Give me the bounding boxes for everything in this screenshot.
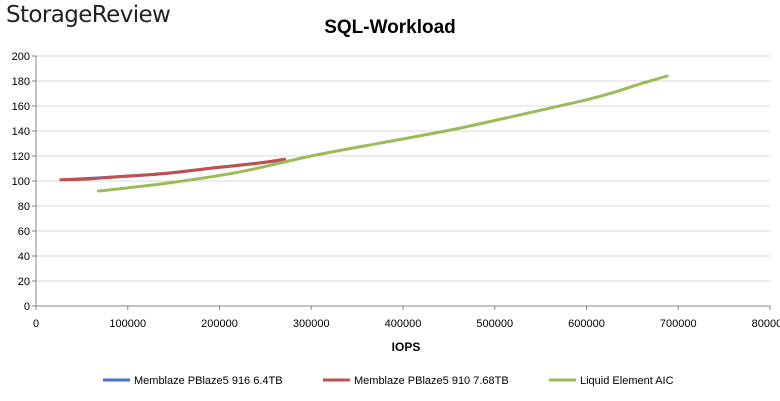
logo-storage: Storage [6, 2, 92, 28]
y-tick-label: 80 [18, 201, 30, 213]
storagereview-logo: StorageReview [6, 2, 171, 28]
legend-label-1: Memblaze PBlaze5 910 7.68TB [354, 375, 509, 387]
chart-title: SQL-Workload [324, 17, 456, 38]
x-tick-label: 200000 [201, 318, 238, 330]
y-tick-label: 200 [12, 51, 30, 63]
x-tick-label: 0 [33, 318, 39, 330]
x-tick-label: 400000 [385, 318, 422, 330]
legend: Memblaze PBlaze5 916 6.4TB Memblaze PBlaz… [103, 375, 674, 387]
legend-label-2: Liquid Element AIC [580, 375, 674, 387]
x-axis-label: IOPS [392, 340, 421, 354]
y-axis-ticks: 0 20 40 60 80 100 120 140 160 180 200 [12, 51, 36, 313]
y-tick-label: 180 [12, 76, 30, 88]
y-tick-label: 160 [12, 101, 30, 113]
x-tick-label: 300000 [293, 318, 330, 330]
y-tick-label: 120 [12, 151, 30, 163]
series-lines [59, 74, 669, 193]
x-tick-label: 100000 [109, 318, 146, 330]
x-tick-label: 700000 [660, 318, 697, 330]
x-tick-label: 800000 [752, 318, 780, 330]
y-tick-label: 140 [12, 126, 30, 138]
series-line-1 [59, 157, 287, 182]
legend-label-0: Memblaze PBlaze5 916 6.4TB [134, 375, 283, 387]
x-tick-label: 600000 [568, 318, 605, 330]
y-tick-label: 40 [18, 251, 30, 263]
y-tick-label: 60 [18, 226, 30, 238]
series-line-2 [96, 74, 669, 193]
y-tick-label: 0 [24, 301, 30, 313]
x-tick-label: 500000 [476, 318, 513, 330]
y-tick-label: 100 [12, 176, 30, 188]
y-tick-label: 20 [18, 276, 30, 288]
x-axis-ticks: 0 100000 200000 300000 400000 500000 600000 700… [33, 306, 780, 330]
gridlines [36, 55, 770, 282]
logo-review: Review [91, 2, 171, 28]
